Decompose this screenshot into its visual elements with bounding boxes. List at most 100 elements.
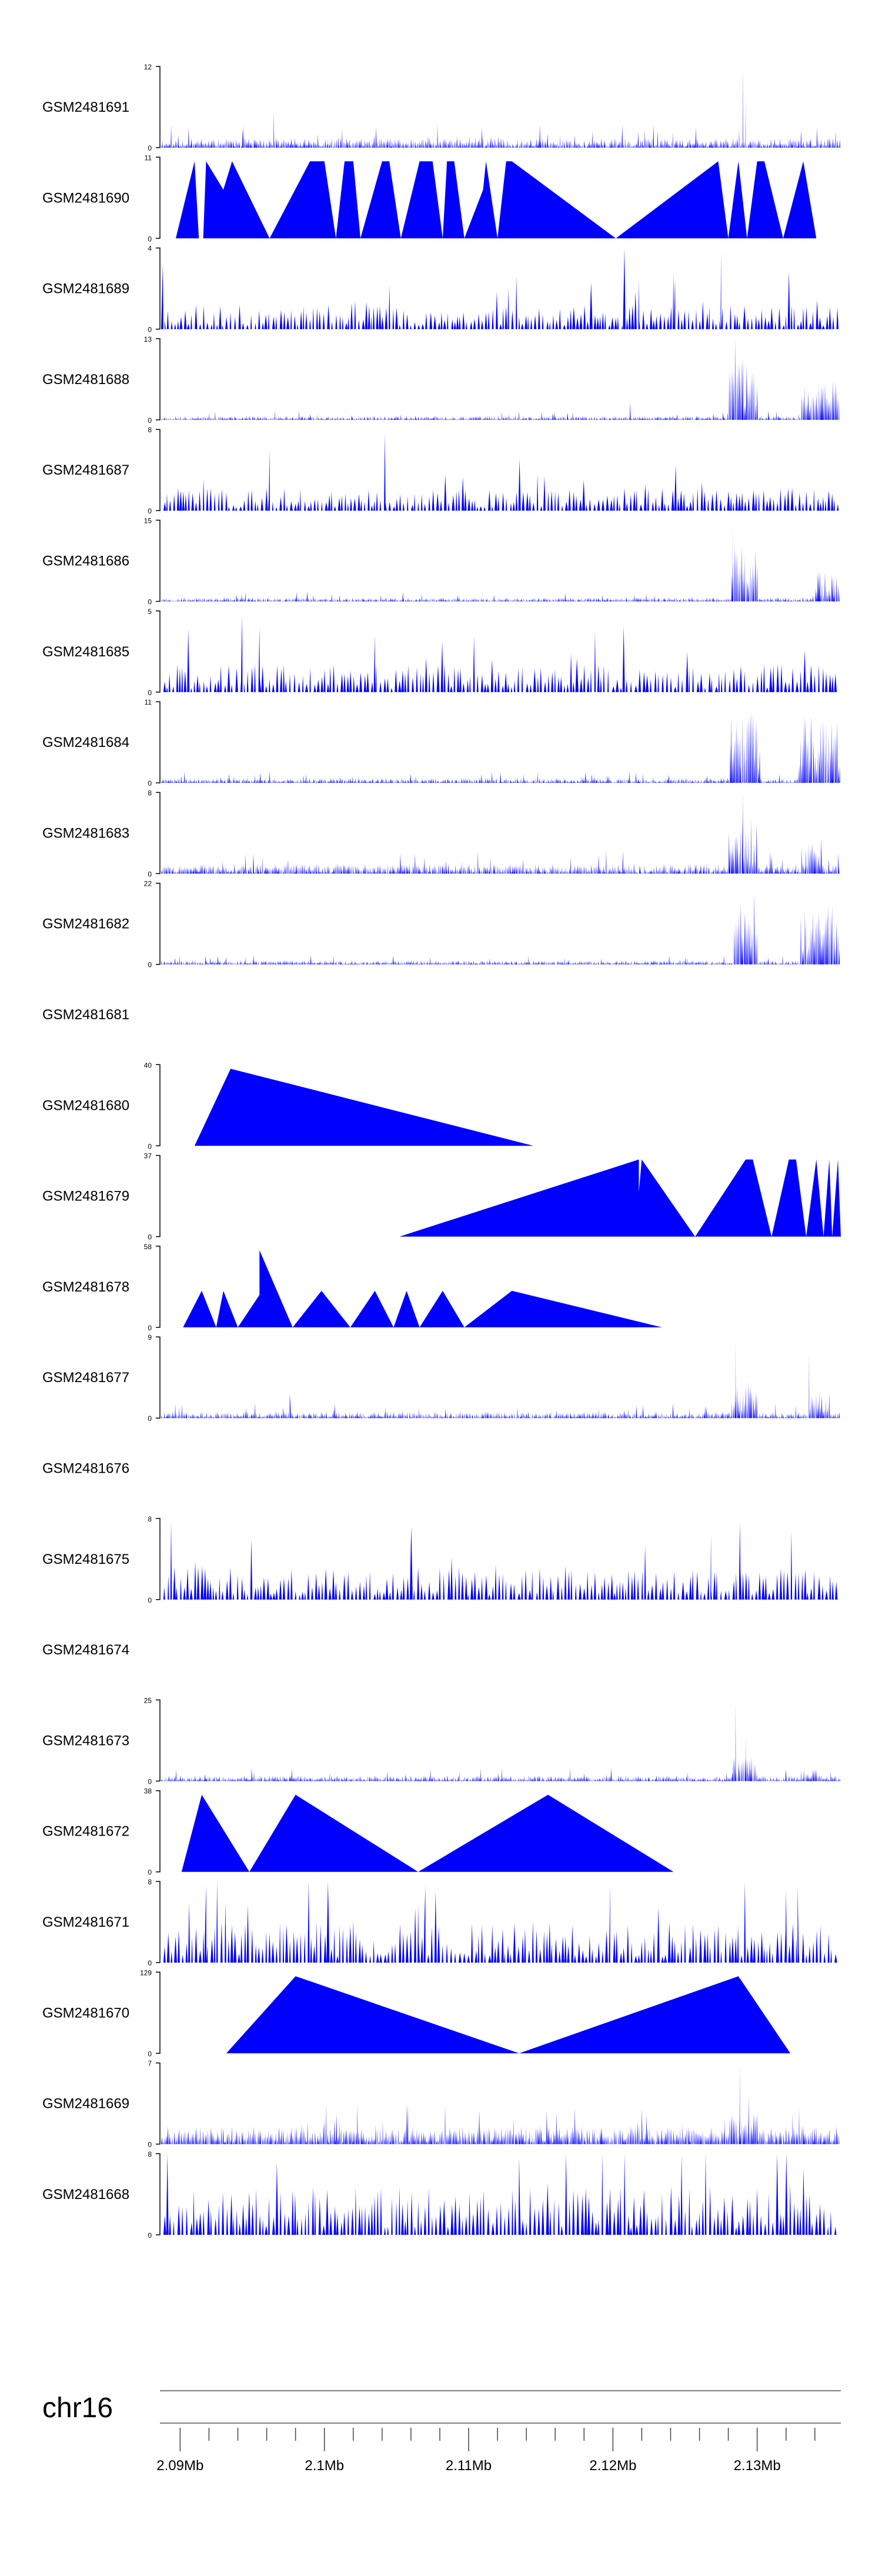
coverage-area	[160, 792, 841, 874]
coverage-area	[160, 2063, 841, 2144]
track-y-axis	[156, 247, 161, 330]
y-min-label: 0	[148, 1959, 152, 1967]
y-min-label: 0	[148, 2231, 152, 2240]
x-tick-label: 2.11Mb	[446, 2458, 492, 2474]
track-label: GSM2481684	[42, 735, 129, 750]
y-min-label: 0	[148, 507, 152, 515]
track-GSM2481688: GSM2481688 13 0	[42, 335, 841, 425]
y-min-label: 0	[148, 326, 152, 334]
genome-axis: chr16 2.09Mb 2.1Mb 2.11Mb 2.12Mb 2.13Mb	[42, 2390, 841, 2474]
track-label: GSM2481674	[42, 1642, 129, 1658]
track-y-axis	[156, 610, 161, 693]
y-max-label: 12	[144, 63, 152, 71]
y-min-label: 0	[148, 870, 152, 878]
track-y-axis	[156, 1790, 161, 1873]
y-max-label: 7	[148, 2060, 152, 2068]
track-y-axis	[156, 429, 161, 511]
track-y-axis	[156, 519, 161, 602]
track-GSM2481690: GSM2481690 11 0	[42, 154, 817, 243]
track-GSM2481680: GSM2481680 40 0	[42, 1061, 534, 1150]
track-GSM2481675: GSM2481675 8 0	[42, 1515, 841, 1604]
y-max-label: 8	[148, 2150, 152, 2158]
coverage-area	[160, 433, 841, 511]
y-max-label: 25	[144, 1696, 152, 1704]
track-label: GSM2481689	[42, 281, 129, 297]
track-label: GSM2481670	[42, 2005, 129, 2021]
track-GSM2481684: GSM2481684 11 0	[42, 698, 841, 788]
coverage-area	[160, 338, 841, 420]
coverage-area	[160, 248, 841, 329]
y-min-label: 0	[148, 598, 152, 606]
track-label: GSM2481685	[42, 644, 129, 660]
track-y-axis	[156, 2153, 161, 2235]
track-label: GSM2481676	[42, 1461, 129, 1477]
track-label: GSM2481669	[42, 2096, 129, 2112]
track-GSM2481685: GSM2481685 5 0	[42, 608, 841, 697]
coverage-area	[160, 1881, 841, 1963]
track-GSM2481687: GSM2481687 8 0	[42, 426, 841, 515]
track-GSM2481689: GSM2481689 4 0	[42, 245, 841, 334]
y-min-label: 0	[148, 1868, 152, 1877]
track-GSM2481678: GSM2481678 58 0	[42, 1243, 662, 1332]
coverage-area	[160, 1341, 841, 1419]
track-label: GSM2481675	[42, 1551, 129, 1567]
track-GSM2481677: GSM2481677 9 0	[42, 1333, 841, 1423]
coverage-area	[176, 161, 817, 239]
y-max-label: 5	[148, 608, 152, 616]
track-GSM2481681: GSM2481681	[42, 1007, 129, 1023]
coverage-area	[194, 1069, 534, 1146]
track-GSM2481683: GSM2481683 8 0	[42, 789, 841, 878]
track-label: GSM2481686	[42, 553, 129, 569]
chromosome-label: chr16	[42, 2393, 113, 2424]
coverage-area	[160, 2153, 841, 2235]
y-min-label: 0	[148, 779, 152, 788]
track-y-axis	[156, 66, 161, 148]
track-y-axis	[156, 338, 161, 421]
track-y-axis	[156, 1518, 161, 1600]
track-label: GSM2481671	[42, 1914, 129, 1930]
x-tick-label: 2.13Mb	[734, 2458, 781, 2474]
coverage-area	[160, 892, 841, 965]
track-label: GSM2481691	[42, 99, 129, 115]
track-y-axis	[156, 2062, 161, 2145]
track-label: GSM2481682	[42, 916, 129, 932]
y-max-label: 11	[145, 698, 152, 706]
y-max-label: 15	[144, 517, 152, 525]
track-GSM2481671: GSM2481671 8 0	[42, 1878, 841, 1967]
y-max-label: 8	[148, 1515, 152, 1523]
y-min-label: 0	[148, 1596, 152, 1604]
y-min-label: 0	[148, 235, 152, 243]
track-y-axis	[156, 701, 161, 783]
coverage-area	[226, 1976, 791, 2054]
track-y-axis	[156, 1064, 161, 1147]
y-min-label: 0	[148, 416, 152, 425]
track-GSM2481674: GSM2481674	[42, 1642, 129, 1658]
y-max-label: 8	[148, 426, 152, 434]
x-tick-label: 2.12Mb	[589, 2458, 636, 2474]
track-label: GSM2481687	[42, 462, 129, 478]
y-min-label: 0	[148, 1233, 152, 1242]
x-tick-label: 2.1Mb	[305, 2458, 344, 2474]
track-GSM2481672: GSM2481672 38 0	[42, 1787, 674, 1877]
x-tick-label: 2.09Mb	[156, 2458, 203, 2474]
y-min-label: 0	[148, 961, 152, 969]
coverage-area	[160, 1700, 841, 1781]
y-min-label: 0	[148, 1142, 152, 1150]
y-min-label: 0	[148, 1414, 152, 1423]
track-label: GSM2481681	[42, 1007, 129, 1023]
y-max-label: 37	[144, 1152, 152, 1160]
y-max-label: 9	[148, 1333, 152, 1342]
coverage-area	[160, 66, 841, 148]
track-GSM2481691: GSM2481691 12 0	[42, 63, 841, 152]
y-min-label: 0	[148, 1777, 152, 1786]
track-GSM2481682: GSM2481682 22 0	[42, 880, 841, 969]
track-label: GSM2481683	[42, 825, 129, 841]
y-min-label: 0	[148, 144, 152, 152]
track-label: GSM2481677	[42, 1370, 129, 1386]
track-GSM2481679: GSM2481679 37 0	[42, 1152, 841, 1242]
track-y-axis	[156, 1246, 161, 1328]
coverage-area	[399, 1159, 841, 1237]
y-max-label: 58	[144, 1243, 152, 1251]
track-GSM2481668: GSM2481668 8 0	[42, 2150, 841, 2240]
